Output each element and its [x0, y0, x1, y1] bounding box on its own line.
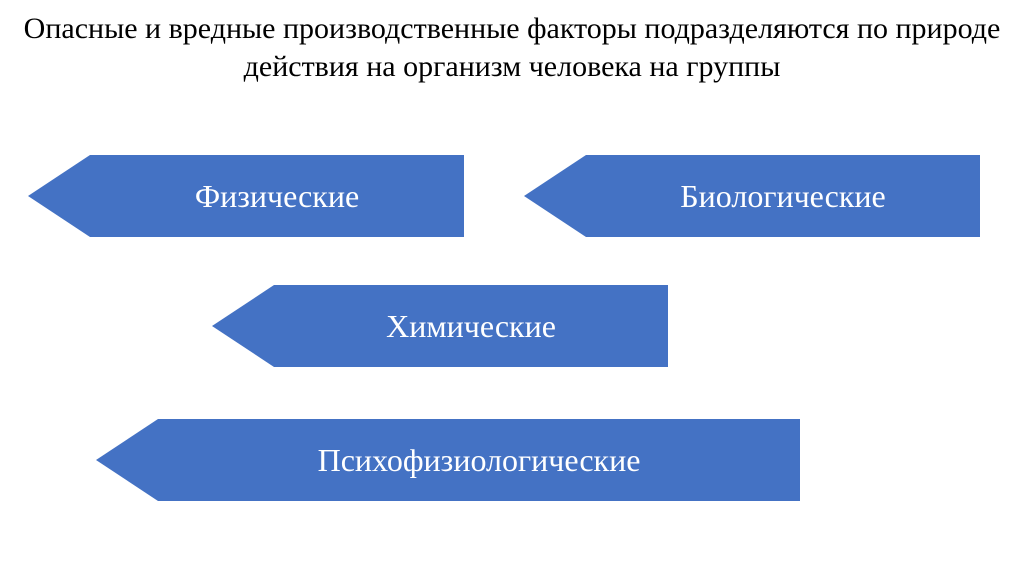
arrow-body: Физические [90, 155, 464, 237]
arrow-body: Психофизиологические [158, 419, 800, 501]
arrow-label: Биологические [680, 178, 885, 215]
arrow-head-icon [212, 285, 274, 367]
arrow-body: Биологические [586, 155, 980, 237]
arrow-head-icon [96, 419, 158, 501]
arrow-shape: Биологические [524, 155, 980, 237]
arrow-label: Физические [195, 178, 359, 215]
arrow-label: Химические [386, 308, 556, 345]
arrow-shape: Химические [212, 285, 668, 367]
arrow-shape: Физические [28, 155, 464, 237]
diagram-title-text: Опасные и вредные производственные факто… [24, 12, 1001, 83]
diagram-title: Опасные и вредные производственные факто… [0, 0, 1024, 103]
arrow-label: Психофизиологические [318, 442, 641, 479]
arrow-head-icon [524, 155, 586, 237]
arrow-body: Химические [274, 285, 668, 367]
arrow-shape: Психофизиологические [96, 419, 800, 501]
arrow-head-icon [28, 155, 90, 237]
